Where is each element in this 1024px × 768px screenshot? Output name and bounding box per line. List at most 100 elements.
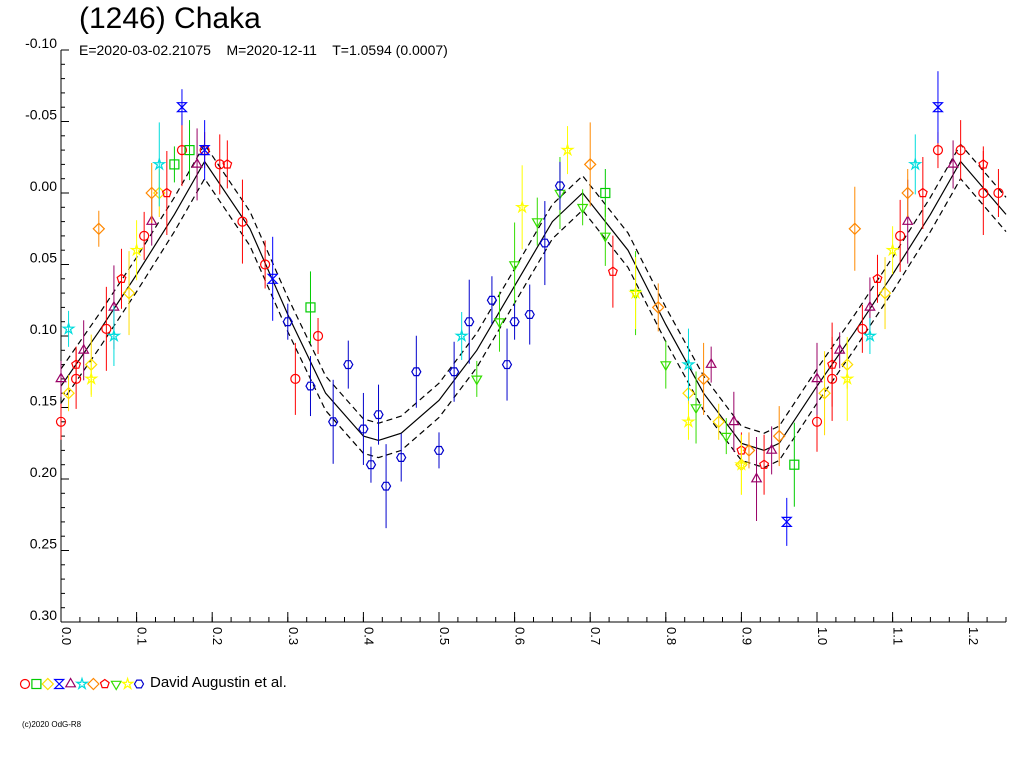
x-tick-label: 0.7 <box>588 627 603 645</box>
data-point-circle <box>955 145 966 156</box>
data-point-circle <box>139 230 150 241</box>
y-tick-label: -0.10 <box>25 35 57 51</box>
data-point-pentagon <box>116 273 127 283</box>
legend-symbols <box>19 676 145 691</box>
legend-symbol-star <box>74 676 90 691</box>
data-point-triangle-down <box>508 261 521 272</box>
data-point-star <box>628 285 643 300</box>
x-tick-label: 0.3 <box>286 627 301 645</box>
data-point-hexagon <box>486 295 498 305</box>
data-point-pentagon <box>759 459 770 469</box>
x-tick-label: 1.2 <box>966 627 981 645</box>
data-point-diamond <box>122 286 136 300</box>
data-point-hexagon <box>305 381 316 391</box>
chart-subtitle: E=2020-03-02.21075 M=2020-12-11 T=1.0594… <box>79 42 448 58</box>
data-point-hexagon <box>524 310 535 319</box>
y-tick-label: 0.25 <box>30 536 57 552</box>
y-tick-label: 0.20 <box>30 464 57 480</box>
data-point-star <box>885 242 900 257</box>
data-point-square <box>184 145 195 156</box>
legend-symbol-diamond <box>87 677 100 691</box>
data-points-group <box>55 71 1004 546</box>
x-tick-label: 0.2 <box>210 627 225 645</box>
data-point-hexagon <box>358 424 369 434</box>
data-point-square <box>789 459 800 470</box>
data-point-hexagon <box>365 460 377 470</box>
x-tick-label: 0.6 <box>513 627 528 645</box>
data-point-pentagon <box>978 159 989 169</box>
data-point-diamond <box>145 186 159 200</box>
fit-curve <box>60 160 1007 452</box>
data-point-hourglass <box>266 273 279 284</box>
data-point-circle <box>857 323 868 334</box>
data-point-circle <box>214 159 225 170</box>
data-point-triangle <box>833 343 846 354</box>
y-tick-label: 0.00 <box>30 178 57 194</box>
data-point-diamond <box>92 222 106 236</box>
data-point-pentagon <box>872 273 883 283</box>
data-point-square <box>600 187 611 199</box>
data-point-hourglass <box>932 102 944 113</box>
data-point-diamond <box>84 358 98 371</box>
data-point-triangle-down <box>576 203 589 215</box>
data-point-triangle-down <box>720 432 733 443</box>
data-point-triangle <box>864 300 876 311</box>
x-tick-label: 0.4 <box>361 627 376 645</box>
x-tick-label: 0.9 <box>739 627 754 645</box>
data-point-diamond <box>742 444 756 457</box>
data-point-circle <box>260 259 271 270</box>
legend-symbol-square <box>31 678 42 690</box>
x-tick-label: 0.8 <box>664 627 679 645</box>
data-point-star <box>560 142 575 157</box>
data-point-diamond <box>848 222 862 236</box>
data-point-star <box>840 371 855 385</box>
data-point-circle <box>101 323 112 334</box>
data-point-triangle-down <box>531 218 544 229</box>
data-point-diamond <box>772 429 786 443</box>
data-point-pentagon <box>607 266 618 276</box>
legend-symbol-hourglass <box>53 678 66 690</box>
data-point-diamond <box>62 386 75 400</box>
data-point-triangle <box>765 443 778 454</box>
data-point-circle <box>895 230 906 241</box>
data-point-circle <box>978 187 989 199</box>
data-point-star <box>681 357 696 371</box>
chart-title: (1246) Chaka <box>79 2 261 35</box>
data-point-diamond <box>583 158 597 171</box>
data-point-star <box>514 199 530 214</box>
fit-curve-lower <box>60 177 1007 469</box>
data-point-hexagon <box>396 453 407 462</box>
data-point-hexagon <box>343 360 354 370</box>
data-point-square <box>305 302 316 313</box>
x-tick-label: 0.0 <box>59 627 74 645</box>
data-point-star <box>84 371 99 385</box>
data-point-circle <box>290 373 301 384</box>
lightcurve-chart: -0.10-0.050.000.050.100.150.200.250.300.… <box>19 35 1007 691</box>
fit-curve-upper <box>60 143 1007 434</box>
legend-symbol-triangle-down <box>110 680 123 691</box>
data-point-circle <box>811 416 823 427</box>
data-point-star <box>106 328 122 343</box>
chart-axes: -0.10-0.050.000.050.100.150.200.250.300.… <box>25 35 1007 645</box>
data-point-pentagon <box>222 159 233 169</box>
data-point-triangle <box>191 157 203 168</box>
data-point-pentagon <box>161 187 172 198</box>
data-point-star <box>61 321 76 335</box>
data-point-star <box>734 457 749 471</box>
data-point-hexagon <box>373 410 384 420</box>
data-point-hexagon <box>448 367 460 377</box>
y-tick-label: 0.30 <box>30 607 57 623</box>
legend-symbol-diamond <box>41 677 55 691</box>
data-point-triangle-down <box>690 404 702 415</box>
data-point-star <box>862 328 878 343</box>
data-point-diamond <box>901 186 915 200</box>
data-point-hexagon <box>328 417 339 427</box>
data-point-triangle <box>947 157 959 168</box>
data-point-triangle-down <box>470 375 483 386</box>
data-point-triangle <box>705 357 717 368</box>
data-point-diamond <box>651 301 665 314</box>
legend-symbol-pentagon <box>99 678 110 689</box>
data-point-hexagon <box>501 360 513 370</box>
data-point-triangle-down <box>659 361 672 372</box>
data-point-triangle <box>145 214 158 225</box>
